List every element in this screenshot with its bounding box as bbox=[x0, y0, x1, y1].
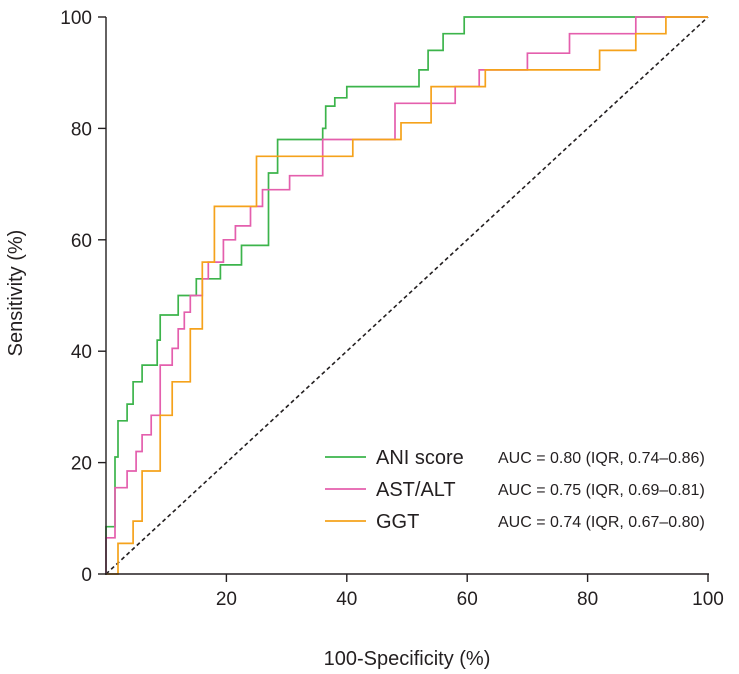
legend-label: ANI score bbox=[376, 447, 464, 469]
y-tick-label: 20 bbox=[71, 454, 92, 475]
series-line-ani-score bbox=[105, 16, 708, 574]
y-tick-label: 40 bbox=[71, 342, 92, 363]
legend-label: AST/ALT bbox=[376, 479, 456, 501]
legend: ANI score AUC = 0.80 (IQR, 0.74–0.86) AST/… bbox=[325, 447, 705, 533]
x-tick-label: 40 bbox=[336, 589, 357, 610]
y-axis-title: Sensitivity (%) bbox=[5, 230, 27, 357]
y-tick-label: 100 bbox=[60, 8, 92, 29]
legend-auc-label: AUC = 0.74 (IQR, 0.67–0.80) bbox=[498, 514, 705, 531]
y-tick-label: 80 bbox=[71, 119, 92, 140]
x-tick-label: 100 bbox=[692, 589, 724, 610]
series-line-ggt bbox=[106, 16, 708, 575]
y-tick-label: 60 bbox=[71, 231, 92, 252]
axes: 0 20 40 60 80 100 20 40 60 80 100 bbox=[60, 8, 724, 610]
x-axis-title: 100-Specificity (%) bbox=[324, 648, 491, 670]
plot-area bbox=[105, 16, 709, 575]
x-tick-label: 80 bbox=[577, 589, 598, 610]
y-tick-label: 0 bbox=[81, 565, 92, 586]
x-tick-label: 60 bbox=[457, 589, 478, 610]
reference-diagonal-line bbox=[105, 16, 709, 575]
x-tick-label: 20 bbox=[216, 589, 237, 610]
legend-auc-label: AUC = 0.75 (IQR, 0.69–0.81) bbox=[498, 482, 705, 499]
legend-auc-label: AUC = 0.80 (IQR, 0.74–0.86) bbox=[498, 450, 705, 467]
legend-label: GGT bbox=[376, 511, 419, 533]
